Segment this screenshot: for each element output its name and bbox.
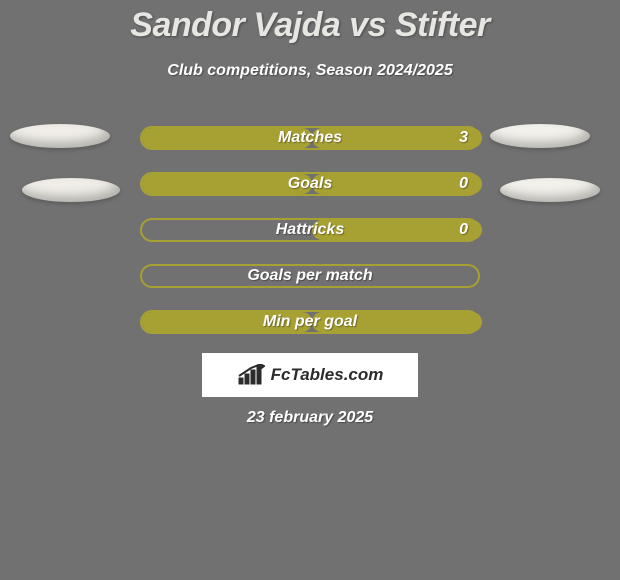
bar-label: Goals: [142, 175, 478, 193]
bar-label: Goals per match: [142, 267, 478, 285]
bar-label: Matches: [142, 129, 478, 147]
bar-right-value: 0: [459, 175, 468, 193]
avatar-left-1: [22, 178, 120, 202]
bar-right-value: 3: [459, 129, 468, 147]
page-title: Sandor Vajda vs Stifter: [0, 6, 620, 45]
stats-card: Sandor Vajda vs Stifter Club competition…: [0, 0, 620, 580]
avatar-right-1: [500, 178, 600, 202]
stat-row-min-per-goal: Min per goal: [140, 310, 480, 334]
avatar-left-0: [10, 124, 110, 148]
stat-row-hattricks: Hattricks0: [140, 218, 480, 242]
stat-row-goals: Goals0: [140, 172, 480, 196]
logo: FcTables.com: [202, 353, 418, 397]
bar-label: Hattricks: [142, 221, 478, 239]
bar-right-value: 0: [459, 221, 468, 239]
comparison-bars: Matches3Goals0Hattricks0Goals per matchM…: [140, 126, 480, 356]
bar-label: Min per goal: [142, 313, 478, 331]
avatar-right-0: [490, 124, 590, 148]
stat-row-goals-per-match: Goals per match: [140, 264, 480, 288]
date-label: 23 february 2025: [0, 409, 620, 427]
logo-text: FcTables.com: [271, 365, 384, 385]
subtitle: Club competitions, Season 2024/2025: [0, 62, 620, 80]
stat-row-matches: Matches3: [140, 126, 480, 150]
bar-chart-icon: [237, 364, 265, 386]
